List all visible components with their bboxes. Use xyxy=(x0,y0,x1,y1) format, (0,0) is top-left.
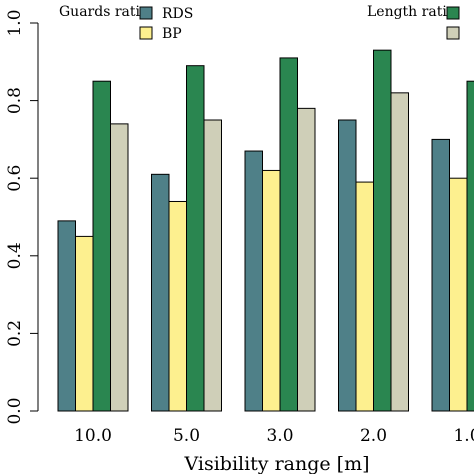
x-axis-label: Visibility range [m] xyxy=(183,453,369,474)
x-axis-ticks: 10.0 5.0 3.0 2.0 1.0 xyxy=(74,426,474,446)
bar xyxy=(466,80,474,412)
bar xyxy=(297,107,316,412)
bar xyxy=(110,123,129,412)
y-tick-label: 0.8 xyxy=(5,87,25,114)
bar xyxy=(57,220,76,412)
bar xyxy=(262,169,281,412)
bar xyxy=(390,92,409,412)
bar xyxy=(338,119,357,412)
y-tick-label: 0.4 xyxy=(5,242,25,269)
bar xyxy=(431,138,450,412)
legend-entry-label: BP xyxy=(162,26,182,42)
legend-swatch xyxy=(139,26,153,40)
legend-title-length: Length ratio: xyxy=(367,4,460,20)
y-tick-label: 1.0 xyxy=(5,9,25,36)
legend-swatch xyxy=(446,6,460,20)
y-tick-label: 0.0 xyxy=(5,397,25,424)
bar xyxy=(355,181,374,412)
legend-swatch xyxy=(139,6,153,20)
y-tick-label: 0.6 xyxy=(5,165,25,192)
x-tick-label: 10.0 xyxy=(74,426,112,446)
y-tick-label: 0.2 xyxy=(5,320,25,347)
bar xyxy=(92,80,111,412)
y-axis: 0.0 0.2 0.4 0.6 0.8 1.0 xyxy=(5,9,39,425)
bar xyxy=(75,235,94,412)
x-tick-label: 2.0 xyxy=(360,426,387,446)
legend-title-guards: Guards ratio: xyxy=(59,4,153,20)
x-tick-label: 5.0 xyxy=(173,426,200,446)
bar xyxy=(186,65,205,412)
bar xyxy=(449,177,468,412)
bar xyxy=(203,119,222,412)
legend-swatch xyxy=(446,26,460,40)
bar xyxy=(244,150,263,412)
bars xyxy=(57,49,474,412)
legend: Guards ratio: Length ratio: RDS BP xyxy=(59,4,460,42)
bar xyxy=(279,57,298,412)
bar xyxy=(168,200,187,412)
legend-entry-label: RDS xyxy=(162,6,193,22)
x-tick-label: 3.0 xyxy=(266,426,293,446)
bar xyxy=(373,49,392,412)
x-tick-label: 1.0 xyxy=(453,426,474,446)
bar xyxy=(151,173,170,412)
